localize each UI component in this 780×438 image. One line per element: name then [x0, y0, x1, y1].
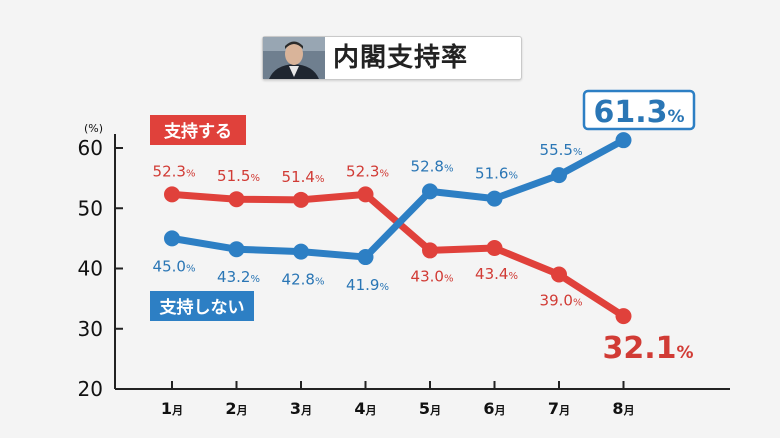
x-tick-label: 6月 — [483, 399, 505, 418]
data-label: 39.0% — [540, 292, 583, 310]
prime-minister-photo — [263, 37, 325, 79]
data-label: 51.5% — [217, 167, 260, 185]
data-label: 43.2% — [217, 268, 260, 286]
data-point — [164, 186, 180, 203]
legend-oppose-label: 支持しない — [160, 297, 245, 318]
legend-oppose-tag — [150, 291, 254, 321]
data-label: 42.8% — [282, 271, 325, 289]
data-label: 61.3% — [593, 95, 684, 130]
data-point — [486, 240, 503, 257]
legend-support-tag — [150, 115, 246, 145]
x-tick-label: 4月 — [354, 399, 376, 418]
x-tick-label: 1月 — [161, 399, 183, 418]
data-label: 51.6% — [475, 165, 518, 183]
x-tick-label: 2月 — [225, 399, 247, 418]
data-point — [228, 241, 245, 258]
chart-title: 内閣支持率 — [333, 43, 469, 73]
data-label: 51.4% — [282, 168, 325, 186]
data-point — [551, 266, 567, 283]
data-point — [551, 167, 567, 184]
data-label: 41.9% — [346, 276, 389, 294]
data-point — [357, 249, 374, 266]
data-point — [293, 191, 309, 208]
data-point — [615, 308, 632, 325]
data-point — [615, 132, 632, 149]
data-label: 32.1% — [602, 331, 693, 366]
legend-support-label: 支持する — [164, 121, 232, 142]
data-label: 55.5% — [540, 141, 583, 159]
data-point — [164, 230, 180, 247]
y-tick-label: 20 — [78, 377, 103, 401]
data-point — [357, 186, 374, 203]
data-label: 52.3% — [153, 162, 196, 180]
x-tick-label: 8月 — [612, 399, 634, 418]
y-unit-label: (%) — [84, 122, 103, 135]
series-line — [168, 136, 627, 261]
data-point — [228, 191, 245, 208]
y-tick-label: 60 — [78, 136, 103, 160]
y-tick-label: 40 — [78, 257, 103, 281]
data-point — [422, 242, 438, 259]
highlight-box — [582, 89, 696, 131]
y-tick-label: 30 — [78, 317, 103, 341]
title-box: 内閣支持率 — [262, 36, 522, 80]
data-point — [486, 190, 503, 207]
y-tick-label: 50 — [78, 196, 103, 220]
data-label: 43.4% — [475, 265, 518, 283]
x-tick-label: 5月 — [419, 399, 441, 418]
data-label: 52.8% — [411, 157, 454, 175]
data-point — [422, 183, 438, 200]
data-point — [293, 243, 309, 260]
data-label: 52.3% — [346, 162, 389, 180]
data-label: 43.0% — [411, 267, 454, 285]
x-tick-label: 3月 — [290, 399, 312, 418]
data-label: 45.0% — [153, 257, 196, 275]
x-tick-label: 7月 — [548, 399, 570, 418]
